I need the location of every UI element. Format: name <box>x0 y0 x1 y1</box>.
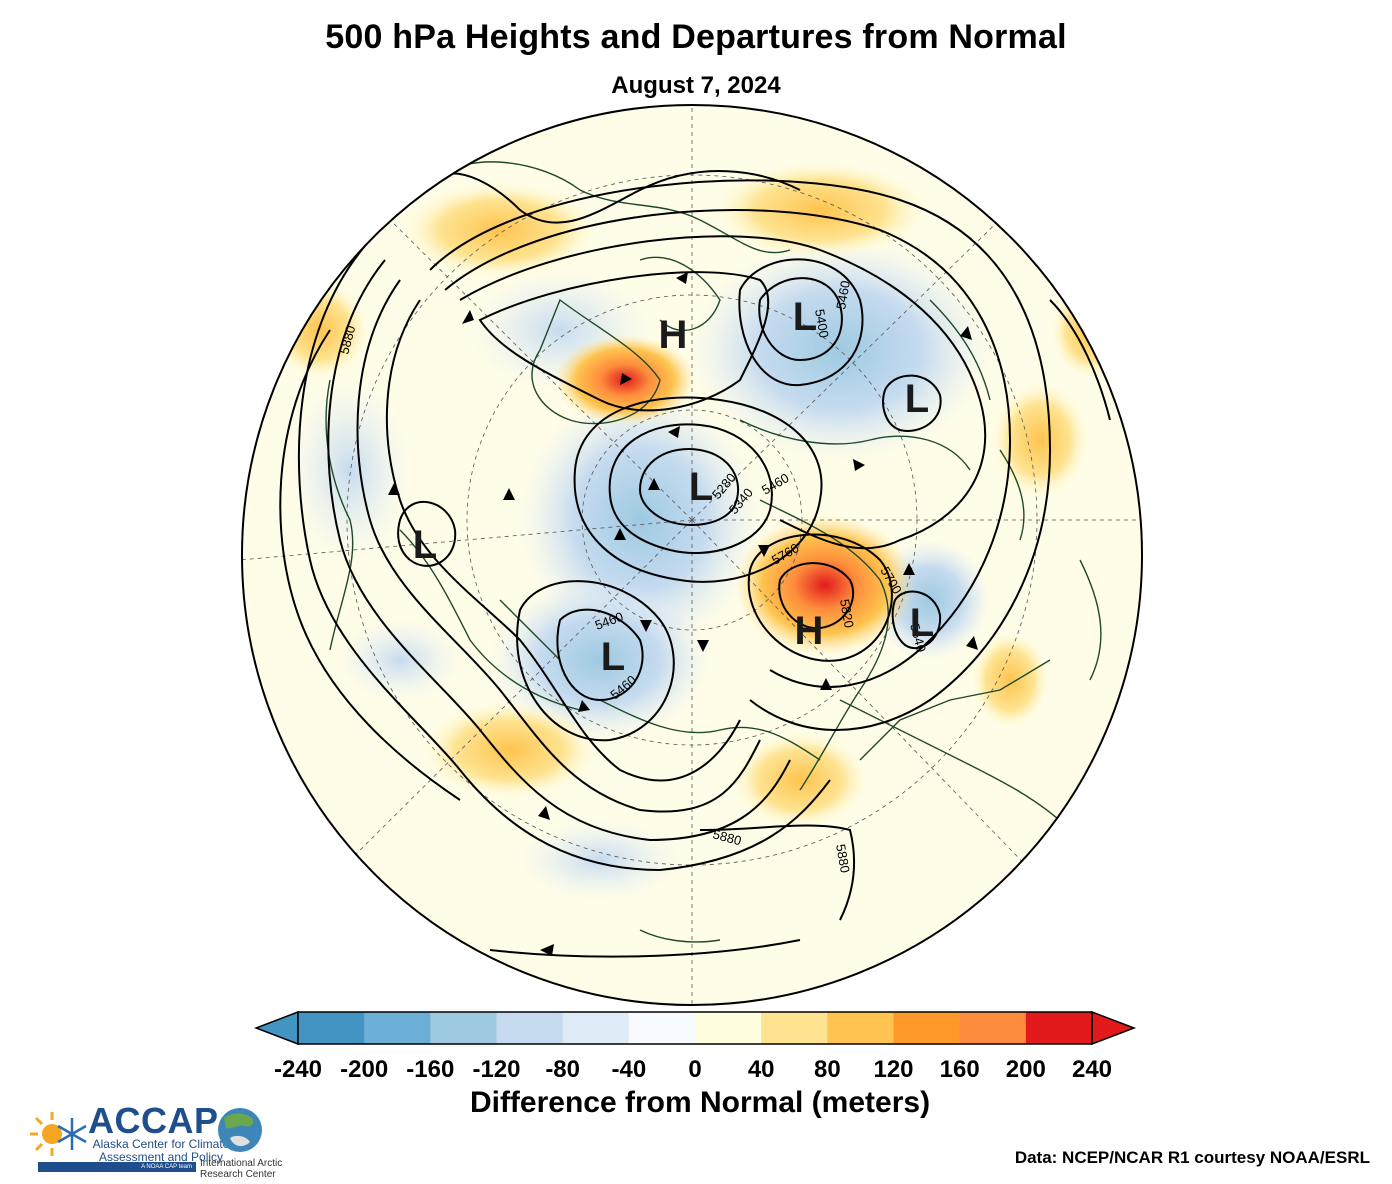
colorbar-tick-label: 0 <box>688 1056 701 1083</box>
contour-label: 5400 <box>812 308 832 339</box>
colorbar-cell <box>695 1012 762 1044</box>
colorbar-label: Difference from Normal (meters) <box>469 1086 931 1119</box>
colorbar-cell <box>761 1012 828 1044</box>
flow-arrow <box>640 620 652 632</box>
data-source: Data: NCEP/NCAR R1 courtesy NOAA/ESRL <box>1014 1148 1370 1167</box>
pressure-centers: H L L L L L H L <box>413 295 934 679</box>
flow-arrow <box>614 528 626 540</box>
globe-icon <box>218 1108 262 1152</box>
low-center-arctic-2: L <box>905 377 929 421</box>
colorbar-cell <box>1025 1012 1093 1044</box>
flow-arrow <box>538 806 550 820</box>
flow-arrow <box>966 636 978 650</box>
flow-arrow <box>462 310 474 324</box>
contour-label: 5820 <box>837 598 857 629</box>
colorbar-tick-label: -120 <box>472 1056 520 1083</box>
sun-snowflake-icon <box>30 1112 87 1156</box>
accap-name: ACCAP <box>88 1100 219 1141</box>
colorbar-right-arrow <box>1091 1010 1137 1046</box>
height-contours <box>279 170 1111 958</box>
flow-arrow <box>820 678 832 690</box>
low-center-mediterranean: L <box>413 523 437 567</box>
flow-arrow <box>388 483 400 495</box>
flow-arrow <box>676 272 688 284</box>
colorbar-cell <box>430 1012 497 1044</box>
flow-arrows <box>388 272 978 956</box>
low-center-north-pacific: L <box>601 635 625 679</box>
contour-label: 5640 <box>907 622 929 654</box>
colorbar: -240 -200 -160 -120 -80 -40 0 40 80 120 160 200 240 <box>253 1010 1137 1083</box>
flow-arrow <box>503 488 515 500</box>
colorbar-tick-label: -200 <box>340 1056 388 1083</box>
colorbar-cell <box>496 1012 564 1044</box>
colorbar-cell <box>364 1012 431 1044</box>
iarc-subtitle: International Arctic Research Center <box>200 1158 283 1180</box>
colorbar-cell <box>827 1012 894 1044</box>
flow-arrow <box>853 459 865 471</box>
colorbar-cell <box>959 1012 1027 1044</box>
low-center-arctic-1: L <box>793 295 817 339</box>
colorbar-tick-label: -40 <box>611 1056 646 1083</box>
contour-label: 5460 <box>833 279 853 310</box>
flow-arrow <box>578 700 590 712</box>
colorbar-tick-label: 40 <box>748 1056 775 1083</box>
colorbar-tick-label: -240 <box>274 1056 322 1083</box>
colorbar-cell <box>562 1012 630 1044</box>
contour-label: 5880 <box>336 324 358 356</box>
colorbar-tick-label: 200 <box>1006 1056 1046 1083</box>
iarc-logo: International Arctic Research Center <box>196 1104 286 1180</box>
flow-arrow <box>668 426 680 438</box>
contour-label: 5880 <box>711 826 743 848</box>
colorbar-tick-label: 80 <box>814 1056 841 1083</box>
colorbar-tick-label: 160 <box>940 1056 980 1083</box>
high-center-north-atlantic: H <box>659 313 688 357</box>
flow-arrow <box>648 478 660 490</box>
high-center-alaska: H <box>795 609 824 653</box>
flow-arrow <box>758 545 770 557</box>
contour-label: 5880 <box>833 843 853 874</box>
colorbar-tick-label: -80 <box>545 1056 580 1083</box>
colorbar-cell <box>628 1012 696 1044</box>
accap-subtitle: Alaska Center for Climate Assessment and… <box>92 1137 230 1164</box>
colorbar-tick-label: -160 <box>406 1056 454 1083</box>
accap-logo: ACCAP Alaska Center for Climate Assessme… <box>30 1100 229 1176</box>
flow-arrow <box>903 563 915 575</box>
colorbar-cell <box>893 1012 961 1044</box>
colorbar-tick-label: 240 <box>1072 1056 1112 1083</box>
accap-tagline: A NOAA CAP team <box>38 1162 196 1172</box>
colorbar-tick-label: 120 <box>873 1056 913 1083</box>
colorbar-cell <box>298 1012 365 1044</box>
map-title: 500 hPa Heights and Departures from Norm… <box>325 18 1067 56</box>
flow-arrow <box>697 640 709 652</box>
globe-outline <box>241 104 1143 1006</box>
colorbar-left-arrow <box>253 1010 299 1046</box>
low-center-pole: L <box>689 465 713 509</box>
map-date: August 7, 2024 <box>611 72 781 99</box>
flow-arrow <box>620 373 632 385</box>
coastlines <box>325 161 1102 943</box>
low-center-hudson: L <box>910 601 934 645</box>
flow-arrow <box>960 326 972 340</box>
flow-arrow <box>540 944 554 956</box>
